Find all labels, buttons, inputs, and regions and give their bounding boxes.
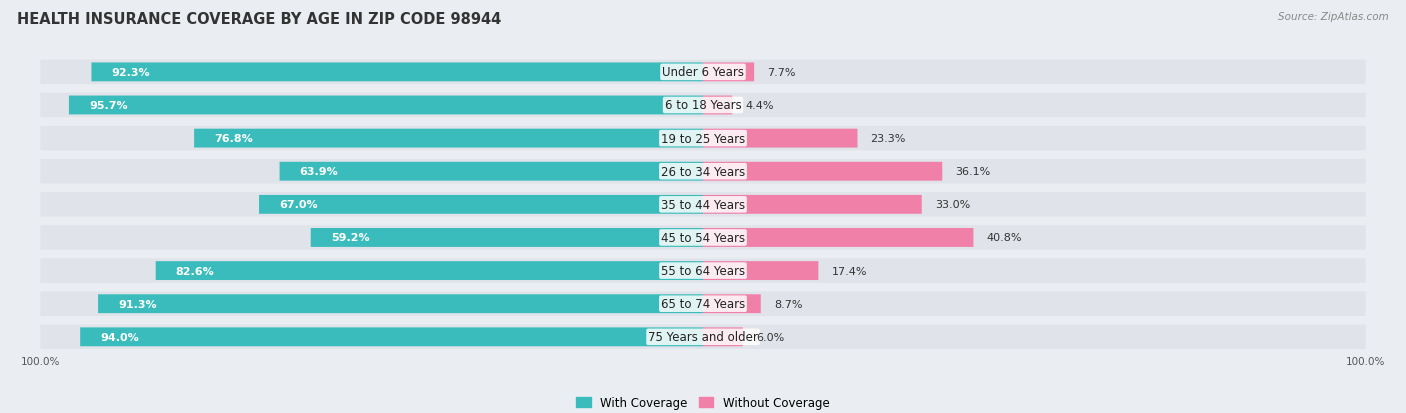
FancyBboxPatch shape xyxy=(280,162,703,181)
FancyBboxPatch shape xyxy=(703,228,973,247)
Text: 75 Years and older: 75 Years and older xyxy=(648,330,758,344)
Text: 95.7%: 95.7% xyxy=(89,101,128,111)
Text: Source: ZipAtlas.com: Source: ZipAtlas.com xyxy=(1278,12,1389,22)
FancyBboxPatch shape xyxy=(41,60,1365,85)
Text: 23.3%: 23.3% xyxy=(870,134,905,144)
FancyBboxPatch shape xyxy=(703,129,858,148)
Text: 26 to 34 Years: 26 to 34 Years xyxy=(661,165,745,178)
FancyBboxPatch shape xyxy=(41,325,1365,349)
FancyBboxPatch shape xyxy=(80,328,703,347)
Text: 17.4%: 17.4% xyxy=(831,266,868,276)
FancyBboxPatch shape xyxy=(41,192,1365,217)
FancyBboxPatch shape xyxy=(703,96,733,115)
Text: 6 to 18 Years: 6 to 18 Years xyxy=(665,99,741,112)
Text: 82.6%: 82.6% xyxy=(176,266,215,276)
FancyBboxPatch shape xyxy=(194,129,703,148)
Text: 65 to 74 Years: 65 to 74 Years xyxy=(661,297,745,311)
FancyBboxPatch shape xyxy=(703,63,754,82)
FancyBboxPatch shape xyxy=(41,292,1365,316)
Text: 40.8%: 40.8% xyxy=(987,233,1022,243)
Text: Under 6 Years: Under 6 Years xyxy=(662,66,744,79)
FancyBboxPatch shape xyxy=(703,162,942,181)
Text: 59.2%: 59.2% xyxy=(330,233,370,243)
Text: 7.7%: 7.7% xyxy=(768,68,796,78)
Text: 94.0%: 94.0% xyxy=(100,332,139,342)
FancyBboxPatch shape xyxy=(41,126,1365,151)
Text: 100.0%: 100.0% xyxy=(1346,356,1385,366)
Legend: With Coverage, Without Coverage: With Coverage, Without Coverage xyxy=(572,392,834,413)
FancyBboxPatch shape xyxy=(41,93,1365,118)
FancyBboxPatch shape xyxy=(259,195,703,214)
Text: 100.0%: 100.0% xyxy=(21,356,60,366)
Text: 6.0%: 6.0% xyxy=(756,332,785,342)
FancyBboxPatch shape xyxy=(41,225,1365,250)
FancyBboxPatch shape xyxy=(41,259,1365,283)
Text: 67.0%: 67.0% xyxy=(278,200,318,210)
Text: 91.3%: 91.3% xyxy=(118,299,156,309)
FancyBboxPatch shape xyxy=(703,261,818,280)
FancyBboxPatch shape xyxy=(69,96,703,115)
Text: 33.0%: 33.0% xyxy=(935,200,970,210)
Text: 35 to 44 Years: 35 to 44 Years xyxy=(661,198,745,211)
FancyBboxPatch shape xyxy=(41,159,1365,184)
FancyBboxPatch shape xyxy=(703,328,742,347)
FancyBboxPatch shape xyxy=(703,195,922,214)
Text: 55 to 64 Years: 55 to 64 Years xyxy=(661,264,745,278)
Text: 19 to 25 Years: 19 to 25 Years xyxy=(661,132,745,145)
Text: 4.4%: 4.4% xyxy=(745,101,773,111)
Text: 92.3%: 92.3% xyxy=(111,68,150,78)
Text: 63.9%: 63.9% xyxy=(299,167,339,177)
FancyBboxPatch shape xyxy=(703,294,761,313)
Text: 76.8%: 76.8% xyxy=(214,134,253,144)
FancyBboxPatch shape xyxy=(156,261,703,280)
FancyBboxPatch shape xyxy=(98,294,703,313)
FancyBboxPatch shape xyxy=(91,63,703,82)
Text: HEALTH INSURANCE COVERAGE BY AGE IN ZIP CODE 98944: HEALTH INSURANCE COVERAGE BY AGE IN ZIP … xyxy=(17,12,501,27)
Text: 8.7%: 8.7% xyxy=(773,299,803,309)
FancyBboxPatch shape xyxy=(311,228,703,247)
Text: 36.1%: 36.1% xyxy=(956,167,991,177)
Text: 45 to 54 Years: 45 to 54 Years xyxy=(661,231,745,244)
